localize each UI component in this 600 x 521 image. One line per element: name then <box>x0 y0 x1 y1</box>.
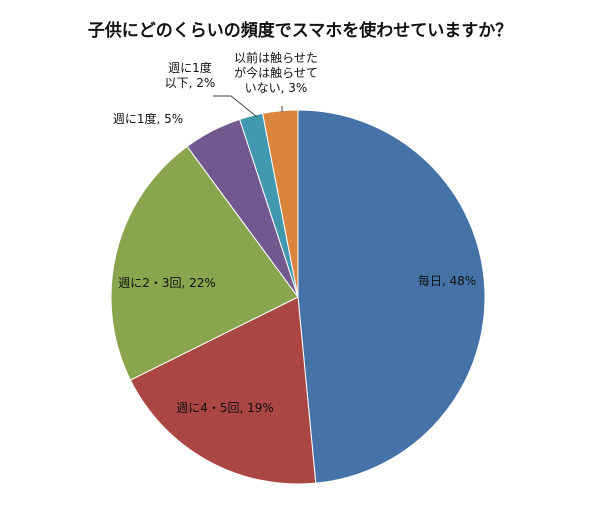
slice-label-2: 週に2・3回, 22% <box>118 276 216 290</box>
slice-label-line: いない, 3% <box>245 81 308 95</box>
pie-slice-5 <box>262 109 299 298</box>
slice-label-line: 以前は触らせた <box>234 50 318 65</box>
slice-label-0: 毎日, 48% <box>418 273 476 288</box>
slice-label-1: 週に4・5回, 19% <box>176 401 274 415</box>
slice-label-line: 週に1度, 5% <box>113 111 183 126</box>
slice-labels: 毎日, 48% 週に4・5回, 19% 週に2・3回, 22% 週に1度, 5% 週に1… <box>113 50 476 415</box>
leader-lines <box>213 95 283 118</box>
slice-label-line: が今は触らせて <box>234 65 318 80</box>
pie-slices <box>110 109 486 485</box>
slice-label-line: 週に2・3回, 22% <box>118 276 216 290</box>
slice-label-5: 以前は触らせたが今は触らせていない, 3% <box>234 50 318 95</box>
slice-label-4: 週に1度以下, 2% <box>165 60 216 90</box>
slice-label-line: 毎日, 48% <box>418 273 476 288</box>
leader-line-4 <box>213 95 258 118</box>
slice-label-line: 週に1度 <box>168 60 212 75</box>
slice-label-line: 週に4・5回, 19% <box>176 401 274 415</box>
slice-label-line: 以下, 2% <box>165 76 216 90</box>
pie-slice-0 <box>297 109 486 484</box>
slice-label-3: 週に1度, 5% <box>113 111 183 126</box>
pie-slice-2 <box>110 145 299 381</box>
pie-slice-1 <box>129 296 317 485</box>
chart-title: 子供にどのくらいの頻度でスマホを使わせていますか？ <box>88 20 513 41</box>
